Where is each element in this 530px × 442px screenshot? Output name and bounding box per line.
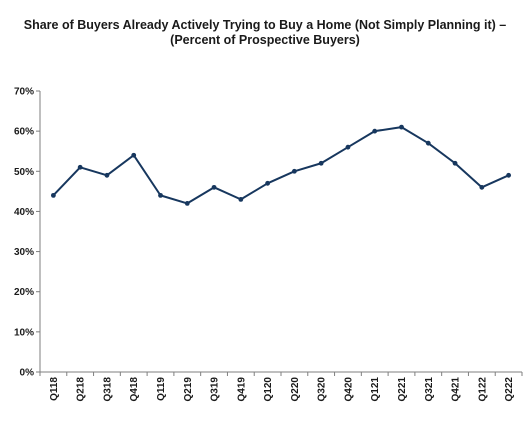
- x-tick-label: Q419: [236, 377, 247, 402]
- x-tick-label: Q320: [317, 377, 328, 402]
- series-layer: [50, 124, 512, 206]
- data-point: [318, 160, 324, 166]
- x-tick-label: Q418: [129, 377, 140, 402]
- y-tick-label: 30%: [14, 247, 34, 258]
- data-point: [506, 172, 512, 178]
- data-point: [265, 180, 271, 186]
- axes: [39, 91, 522, 373]
- data-point: [345, 144, 351, 150]
- x-tick-label: Q118: [49, 377, 60, 401]
- x-tick-label: Q420: [343, 377, 354, 402]
- y-tick-label: 10%: [14, 327, 34, 338]
- x-tick-label: Q120: [263, 377, 274, 402]
- y-tick-label: 20%: [14, 287, 34, 298]
- y-tick-label: 60%: [14, 127, 34, 138]
- x-tick-label: Q218: [76, 377, 87, 402]
- x-tick-label: Q220: [290, 377, 301, 402]
- data-point: [238, 196, 244, 202]
- data-point: [399, 124, 404, 130]
- data-point: [104, 172, 110, 178]
- x-tick-label: Q421: [451, 377, 462, 402]
- x-tick-label: Q219: [183, 377, 194, 402]
- y-axis-ticks: 0% 10% 20% 30% 40% 50% 60% 70%: [14, 87, 40, 379]
- y-tick-label: 70%: [14, 87, 34, 98]
- x-tick-label: Q121: [370, 377, 381, 402]
- data-point: [372, 128, 378, 134]
- data-point: [211, 184, 217, 190]
- y-tick-label: 50%: [14, 167, 34, 178]
- chart-title-line-1: Share of Buyers Already Actively Trying …: [23, 18, 507, 32]
- chart-title: Share of Buyers Already Actively Trying …: [0, 18, 530, 48]
- y-tick-label: 0%: [20, 368, 35, 379]
- data-point: [184, 201, 190, 206]
- data-point: [50, 192, 56, 198]
- x-axis-ticks: Q118 Q218 Q318 Q418 Q119 Q219 Q319 Q419 Q120 Q220…: [39, 372, 523, 402]
- data-point: [291, 168, 297, 174]
- x-tick-label: Q319: [210, 377, 221, 402]
- data-point: [158, 192, 163, 198]
- data-point: [131, 152, 137, 158]
- data-point: [425, 140, 431, 146]
- x-tick-label: Q222: [504, 377, 515, 402]
- chart-title-line-2: (Percent of Prospective Buyers): [170, 33, 360, 47]
- x-tick-label: Q221: [397, 377, 408, 402]
- data-point: [452, 160, 458, 166]
- series-line: [52, 126, 510, 205]
- data-point: [479, 184, 485, 190]
- x-tick-label: Q318: [102, 377, 113, 402]
- x-tick-label: Q122: [477, 377, 488, 402]
- data-point: [77, 164, 83, 170]
- x-tick-label: Q321: [424, 377, 435, 402]
- x-tick-label: Q119: [156, 377, 167, 401]
- y-tick-label: 40%: [14, 207, 34, 218]
